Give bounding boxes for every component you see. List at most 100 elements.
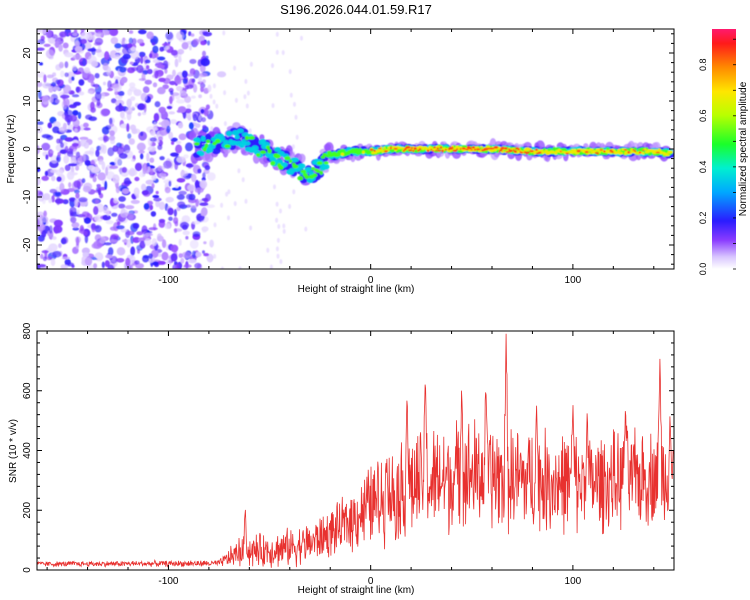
heatmap-noise-cell	[137, 112, 142, 117]
heatmap-noise-cell	[81, 247, 90, 255]
heatmap-noise-cell	[141, 190, 149, 196]
heatmap-noise-cell	[212, 99, 216, 105]
heatmap-ridge-cell	[244, 135, 249, 141]
heatmap-noise-cell	[82, 252, 89, 258]
heatmap-noise-cell	[169, 90, 174, 96]
heatmap-ridge-cell	[493, 145, 499, 149]
heatmap-noise-cell	[109, 29, 119, 37]
heatmap-noise-cell	[116, 247, 126, 256]
heatmap-ridge-cell	[655, 151, 660, 154]
heatmap-ridge-cell	[198, 151, 205, 157]
heatmap-noise-cell	[148, 227, 158, 231]
heatmap-ridge-cell	[396, 146, 402, 150]
heatmap-noise-cell	[51, 34, 58, 39]
heatmap-ridge-cell	[243, 141, 251, 146]
heatmap-noise-cell	[37, 121, 44, 125]
heatmap-ridge-cell	[444, 148, 447, 151]
heatmap-noise-cell	[203, 108, 209, 117]
heatmap-noise-cell	[166, 105, 173, 110]
heatmap-noise-cell	[42, 193, 51, 201]
heatmap-noise-cell	[185, 142, 193, 152]
heatmap-noise-cell	[181, 215, 191, 224]
heatmap-noise-cell	[46, 74, 54, 79]
heatmap-noise-cell	[288, 204, 292, 209]
heatmap-ridge-cell	[400, 146, 405, 150]
heatmap-noise-cell	[37, 29, 42, 33]
heatmap-noise-cell	[131, 128, 138, 135]
heatmap-noise-cell	[170, 253, 178, 262]
heatmap-noise-cell	[144, 238, 152, 246]
heatmap-noise-cell	[192, 38, 200, 46]
heatmap-noise-cell	[130, 96, 136, 101]
heatmap-noise-cell	[194, 123, 201, 128]
heatmap-ridge-cell	[312, 173, 318, 178]
heatmap-noise-cell	[158, 136, 163, 142]
heatmap-noise-cell	[177, 122, 184, 129]
heatmap-noise-cell	[202, 50, 206, 57]
heatmap-noise-cell	[180, 170, 189, 177]
heatmap-noise-cell	[88, 116, 97, 121]
heatmap-noise-cell	[71, 142, 79, 147]
heatmap-noise-cell	[185, 163, 194, 168]
heatmap-noise-cell	[275, 201, 279, 207]
heatmap-ridge-cell	[407, 145, 411, 149]
heatmap-noise-cell	[200, 86, 204, 93]
heatmap-noise-cell	[37, 264, 46, 268]
heatmap-noise-cell	[68, 32, 72, 36]
heatmap-noise-cell	[175, 184, 179, 189]
heatmap-noise-cell	[166, 125, 171, 134]
heatmap-ridge-cell	[627, 151, 630, 154]
heatmap-noise-cell	[63, 155, 70, 164]
heatmap-noise-cell	[152, 45, 159, 54]
heatmap-ridge-cell	[430, 148, 433, 151]
heatmap-noise-cell	[83, 127, 91, 131]
heatmap-noise-cell	[115, 99, 125, 107]
heatmap-noise-cell	[49, 225, 53, 234]
heatmap-noise-cell	[151, 183, 155, 189]
heatmap-noise-cell	[181, 42, 189, 50]
colorbar-label: Normalized spectral amplitude	[738, 81, 749, 216]
heatmap-noise-cell	[146, 68, 153, 75]
heatmap-noise-cell	[151, 238, 158, 247]
heatmap-noise-cell	[154, 101, 161, 108]
heatmap-noise-cell	[199, 202, 209, 206]
heatmap-noise-cell	[104, 260, 110, 268]
x-tick-label: 100	[565, 576, 582, 587]
heatmap-noise-cell	[46, 256, 53, 261]
y-tick-label: 0	[22, 146, 33, 152]
heatmap-noise-cell	[249, 225, 253, 231]
heatmap-noise-cell	[73, 148, 77, 155]
heatmap-ridge-cell	[464, 148, 469, 151]
heatmap-noise-cell	[159, 127, 168, 136]
heatmap-noise-cell	[130, 50, 140, 60]
heatmap-noise-cell	[187, 184, 196, 191]
heatmap-noise-cell	[70, 156, 77, 166]
heatmap-noise-cell	[217, 71, 227, 78]
heatmap-noise-cell	[127, 133, 132, 140]
heatmap-noise-cell	[103, 135, 110, 142]
heatmap-ridge-cell	[284, 156, 291, 161]
heatmap-noise-cell	[37, 90, 42, 99]
heatmap-noise-cell	[175, 144, 183, 154]
heatmap-ridge-cell	[451, 146, 454, 150]
heatmap-noise-cell	[84, 217, 91, 224]
heatmap-noise-cell	[71, 222, 80, 228]
heatmap-noise-cell	[185, 235, 189, 240]
heatmap-ridge-cell	[297, 175, 304, 181]
heatmap-noise-cell	[68, 182, 72, 188]
heatmap-ridge-cell	[441, 149, 444, 153]
heatmap-noise-cell	[156, 233, 162, 241]
heatmap-noise-cell	[102, 81, 107, 86]
heatmap-noise-cell	[304, 226, 308, 232]
heatmap-ridge-cell	[298, 163, 306, 169]
heatmap-noise-cell	[119, 66, 127, 73]
heatmap-noise-cell	[48, 198, 53, 204]
heatmap-noise-cell	[126, 98, 132, 108]
heatmap-ridge-cell	[459, 148, 462, 150]
heatmap-noise-cell	[141, 183, 147, 191]
heatmap-noise-cell	[271, 63, 274, 69]
heatmap-noise-cell	[288, 69, 292, 75]
heatmap-ridge-cell	[274, 154, 281, 159]
heatmap-ridge-cell	[595, 148, 601, 152]
heatmap-noise-cell	[276, 237, 280, 243]
